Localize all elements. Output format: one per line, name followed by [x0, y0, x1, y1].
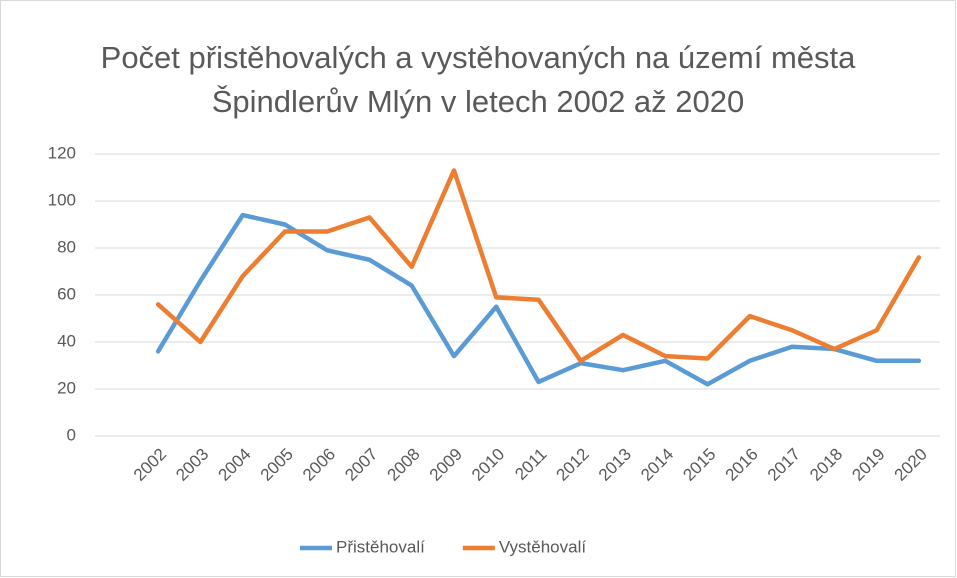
x-tick-label: 2015 — [679, 445, 719, 485]
x-tick-label: 2003 — [172, 445, 212, 485]
x-tick-label: 2008 — [384, 445, 424, 485]
x-tick-label: 2018 — [806, 445, 846, 485]
x-tick-label: 2009 — [426, 445, 466, 485]
x-tick-label: 2020 — [891, 445, 931, 485]
y-tick-label: 40 — [57, 331, 76, 350]
y-tick-label: 120 — [48, 143, 76, 162]
x-tick-label: 2002 — [130, 445, 170, 485]
x-tick-label: 2010 — [468, 445, 508, 485]
legend-label: Vystěhovalí — [499, 537, 587, 556]
y-tick-label: 60 — [57, 284, 76, 303]
x-tick-label: 2005 — [257, 445, 297, 485]
x-tick-label: 2014 — [637, 445, 677, 485]
y-tick-label: 100 — [48, 190, 76, 209]
series-line — [155, 212, 922, 387]
x-tick-label: 2017 — [764, 445, 804, 485]
y-tick-label: 20 — [57, 378, 76, 397]
series-line — [155, 168, 922, 364]
chart-title: Počet přistěhovalých a vystěhovaných na … — [100, 40, 856, 119]
y-tick-label: 0 — [67, 425, 76, 444]
legend-label: Přistěhovalí — [336, 537, 425, 556]
x-tick-label: 2006 — [299, 445, 339, 485]
x-tick-label: 2012 — [553, 445, 593, 485]
x-tick-label: 2011 — [511, 445, 550, 484]
x-tick-label: 2007 — [341, 445, 381, 485]
x-tick-label: 2019 — [848, 445, 888, 485]
y-tick-label: 80 — [57, 237, 76, 256]
x-tick-label: 2016 — [722, 445, 762, 485]
x-tick-label: 2013 — [595, 445, 635, 485]
x-tick-label: 2004 — [214, 445, 254, 485]
